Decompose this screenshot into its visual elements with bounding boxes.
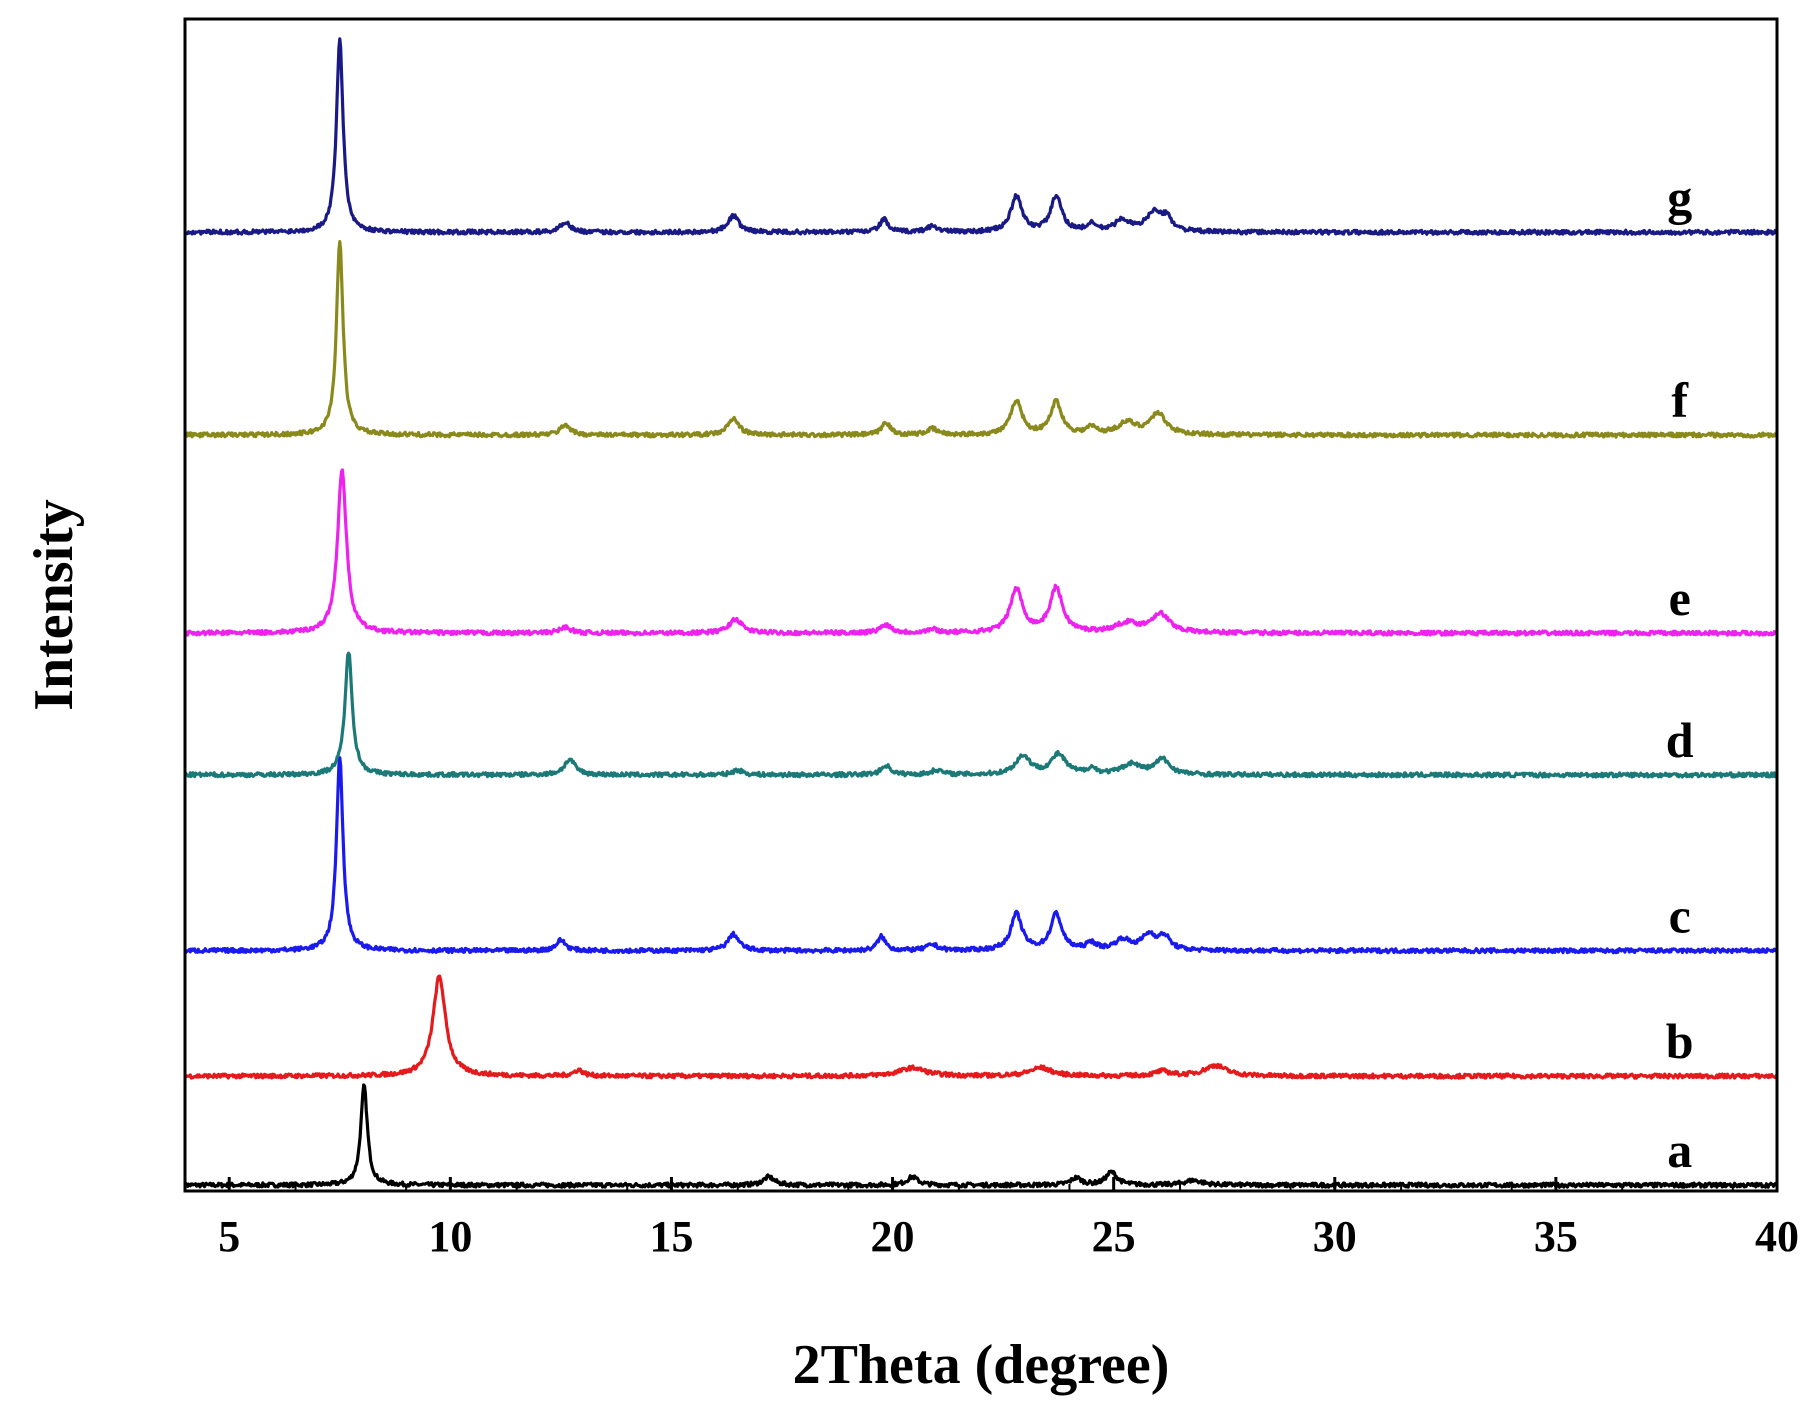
series-line-c [183,756,1778,955]
x-tick-label: 10 [428,1212,472,1261]
series-line-b [183,974,1779,1080]
series-line-g [183,37,1779,236]
x-tick-label: 25 [1092,1212,1136,1261]
series-label-c: c [1669,888,1691,944]
x-tick-label: 5 [218,1212,240,1261]
x-tick-label: 40 [1755,1212,1799,1261]
x-axis-title: 2Theta (degree) [793,1334,1170,1396]
series-line-f [183,240,1779,439]
series-label-g: g [1667,169,1692,225]
x-tick-label: 35 [1534,1212,1578,1261]
series-label-a: a [1667,1122,1692,1178]
series-labels: ab c d e f g [1666,169,1694,1178]
series-layer [183,37,1779,1189]
series-label-f: f [1671,372,1689,428]
series-label-d: d [1666,712,1694,768]
x-tick-label: 20 [871,1212,915,1261]
series-line-e [184,468,1778,637]
series-line-a [183,1083,1779,1189]
y-axis-title: Intensity [23,499,85,711]
x-axis-ticks: 5 10 15 20 25 30 35 40 [184,1177,1799,1261]
x-tick-label: 15 [649,1212,693,1261]
series-label-b: b [1666,1013,1694,1069]
series-label-e: e [1669,570,1691,626]
x-tick-label: 30 [1313,1212,1357,1261]
series-line-d [184,651,1778,779]
plot-frame [183,17,1779,1193]
